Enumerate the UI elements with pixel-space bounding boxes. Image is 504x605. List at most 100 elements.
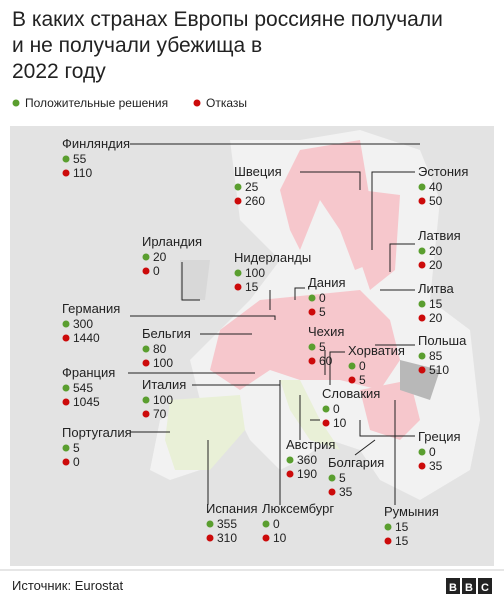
logo-letter: B xyxy=(465,582,473,594)
italy xyxy=(280,380,340,450)
refusal-value: 5 xyxy=(319,305,326,319)
country-name: Швеция xyxy=(234,164,282,179)
positive-dot xyxy=(62,320,70,328)
refusal-dot xyxy=(262,534,270,542)
refusal-dot xyxy=(62,458,70,466)
leader-line xyxy=(329,351,345,385)
positive-value: 0 xyxy=(333,402,340,416)
leader-line xyxy=(359,420,415,437)
leader-line xyxy=(181,262,200,301)
country-name: Австрия xyxy=(286,437,335,452)
positive-value: 20 xyxy=(153,250,167,264)
refusal-value: 260 xyxy=(245,194,265,208)
leader-line xyxy=(354,439,376,456)
refusal-dot xyxy=(418,197,426,205)
positive-dot xyxy=(262,520,270,528)
positive-dot xyxy=(62,444,70,452)
country-name: Германия xyxy=(62,301,120,316)
non-eu-land xyxy=(10,126,494,566)
refusal-dot xyxy=(418,462,426,470)
country-name: Чехия xyxy=(308,324,344,339)
refusal-dot xyxy=(418,366,426,374)
positive-dot xyxy=(418,183,426,191)
positive-dot xyxy=(142,396,150,404)
refusal-value: 60 xyxy=(319,354,333,368)
positive-value: 0 xyxy=(273,517,280,531)
positive-value: 100 xyxy=(153,393,173,407)
positive-value: 360 xyxy=(297,453,317,467)
refusal-value: 70 xyxy=(153,407,167,421)
refusal-value: 110 xyxy=(73,166,92,180)
source: Источник: Eurostat xyxy=(12,578,124,593)
refusal-dot xyxy=(418,261,426,269)
leader-line xyxy=(130,315,276,320)
refusal-dot xyxy=(328,488,336,496)
positive-value: 40 xyxy=(429,180,443,194)
logo-letter: B xyxy=(449,582,457,594)
refusal-value: 0 xyxy=(73,455,80,469)
refusal-value: 35 xyxy=(429,459,443,473)
positive-dot xyxy=(322,405,330,413)
leader-line xyxy=(294,287,305,300)
logo-letter: C xyxy=(481,582,489,594)
positive-dot xyxy=(418,300,426,308)
positive-value: 0 xyxy=(319,291,326,305)
iberia xyxy=(165,395,245,470)
country-name: Ирландия xyxy=(142,234,202,249)
positive-dot xyxy=(308,294,316,302)
map xyxy=(10,126,494,566)
refusal-dot xyxy=(348,376,356,384)
positive-value: 20 xyxy=(429,244,443,258)
positive-dot xyxy=(206,520,214,528)
positive-value: 15 xyxy=(395,520,409,534)
country-name: Нидерланды xyxy=(234,250,311,265)
country-name: Литва xyxy=(418,281,455,296)
refusal-dot xyxy=(142,267,150,275)
refusal-value: 310 xyxy=(217,531,237,545)
refusal-dot xyxy=(308,357,316,365)
leader-line xyxy=(300,171,361,190)
leader-line xyxy=(371,171,415,250)
refusal-value: 1045 xyxy=(73,395,100,409)
ukraine-area xyxy=(400,360,440,400)
refusal-dot xyxy=(234,197,242,205)
refusal-dot xyxy=(384,537,392,545)
positive-value: 355 xyxy=(217,517,237,531)
legend-dot xyxy=(193,99,201,107)
legend-dot xyxy=(12,99,20,107)
country-name: Дания xyxy=(308,275,346,290)
refusal-dot xyxy=(322,419,330,427)
refusal-dot xyxy=(308,308,316,316)
positive-dot xyxy=(384,523,392,531)
refusal-value: 50 xyxy=(429,194,443,208)
refusal-value: 0 xyxy=(153,264,160,278)
positive-value: 545 xyxy=(73,381,93,395)
country-name: Люксембург xyxy=(262,501,334,516)
country-name: Италия xyxy=(142,377,186,392)
refusal-value: 20 xyxy=(429,258,443,272)
positive-dot xyxy=(62,384,70,392)
positive-value: 0 xyxy=(359,359,366,373)
country-name: Бельгия xyxy=(142,326,191,341)
country-name: Хорватия xyxy=(348,343,405,358)
country-name: Испания xyxy=(206,501,258,516)
refusal-dot xyxy=(62,334,70,342)
positive-dot xyxy=(142,345,150,353)
positive-value: 25 xyxy=(245,180,259,194)
positive-value: 85 xyxy=(429,349,443,363)
positive-dot xyxy=(418,352,426,360)
positive-value: 300 xyxy=(73,317,93,331)
refusal-value: 10 xyxy=(273,531,287,545)
positive-dot xyxy=(234,269,242,277)
refusal-value: 20 xyxy=(429,311,443,325)
positive-value: 5 xyxy=(73,441,80,455)
refusal-value: 35 xyxy=(339,485,353,499)
refusal-dot xyxy=(418,314,426,322)
positive-value: 55 xyxy=(73,152,87,166)
positive-dot xyxy=(418,448,426,456)
positive-value: 5 xyxy=(339,471,346,485)
positive-dot xyxy=(348,362,356,370)
country-name: Эстония xyxy=(418,164,468,179)
positive-value: 100 xyxy=(245,266,265,280)
